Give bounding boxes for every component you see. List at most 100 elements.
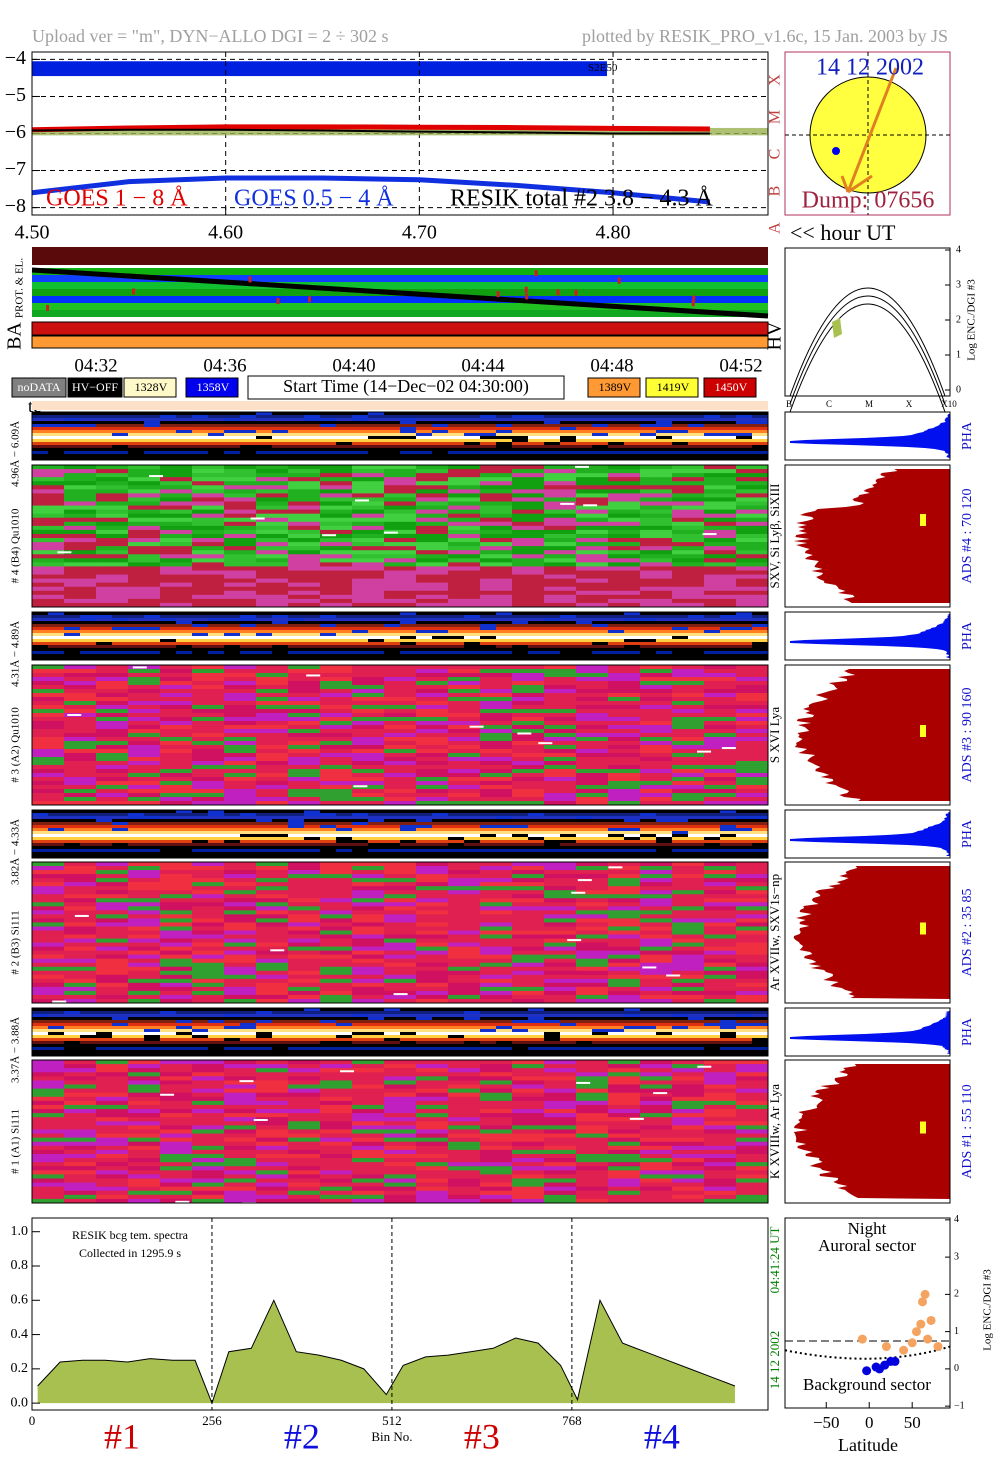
spectrum-cell — [96, 489, 129, 494]
spectrum-cell — [352, 570, 385, 576]
spectrum-cell — [256, 633, 273, 637]
spectrum-cell — [608, 501, 641, 507]
spectrum-spot — [574, 465, 589, 468]
spectrum-cell — [368, 633, 385, 637]
spectrum-cell — [160, 757, 193, 762]
spectrum-cell — [672, 801, 705, 806]
spectrum-cell — [304, 451, 321, 455]
spectrum-cell — [64, 837, 81, 841]
spectrum-cell — [480, 986, 513, 992]
frame — [784, 411, 951, 461]
spectrum-cell — [576, 962, 609, 968]
spectrum-cell — [512, 717, 545, 722]
spectrum-cell — [32, 439, 49, 443]
spectrum-cell — [64, 831, 81, 835]
spectrum-cell — [544, 582, 577, 588]
spectrum-cell — [176, 630, 193, 634]
spectrum-cell — [384, 922, 417, 927]
spectrum-cell — [208, 657, 225, 661]
spectrum-cell — [368, 645, 385, 649]
spectrum-cell — [176, 421, 193, 425]
spectrum-cell — [560, 654, 577, 658]
spectrum-cell — [256, 862, 289, 867]
spectrum-cell — [448, 816, 465, 820]
spectrum-cell — [448, 822, 465, 826]
spectrum-cell — [512, 550, 545, 555]
spectrum-cell — [192, 958, 225, 964]
spectrum-cell — [240, 621, 257, 625]
spectrum-cell — [224, 673, 257, 678]
spectrum-cell — [160, 457, 177, 461]
spectrum-cell — [64, 697, 97, 702]
spectrum-cell — [432, 451, 449, 455]
spectrum-cell — [384, 721, 417, 726]
spectrum-cell — [336, 630, 353, 634]
spectrum-cell — [736, 729, 769, 734]
spectrum-cell — [48, 852, 65, 856]
spectrum-cell — [448, 697, 481, 702]
spectrum-cell — [160, 645, 177, 649]
spectrum-cell — [384, 741, 417, 746]
spectrum-cell — [64, 442, 81, 446]
spectrum-cell — [80, 412, 97, 416]
spectrum-cell — [288, 874, 321, 879]
spectrum-cell — [624, 612, 641, 616]
spectrum-cell — [192, 713, 225, 718]
spectrum-cell — [416, 497, 449, 503]
spectrum-cell — [480, 970, 513, 976]
spectrum-cell — [704, 521, 737, 527]
spectrum-cell — [672, 789, 705, 794]
spectrum-cell — [544, 737, 577, 742]
spectrum-cell — [528, 840, 545, 844]
spectrum-cell — [672, 529, 705, 535]
spectrum-cell — [192, 636, 209, 640]
spectrum-cell — [688, 412, 705, 416]
spectrum-cell — [48, 810, 65, 814]
spectrum-cell — [160, 1014, 177, 1018]
spectrum-cell — [320, 761, 353, 766]
spectrum-cell — [384, 693, 417, 698]
spectrum-cell — [320, 529, 353, 535]
spectrum-cell — [256, 497, 289, 503]
spectrum-cell — [672, 846, 689, 850]
spectrum-cell — [384, 781, 417, 786]
spectrum-cell — [624, 415, 641, 419]
spectrum-cell — [208, 843, 225, 847]
spectrum-cell — [480, 849, 497, 853]
y-tick-label: 0 — [956, 384, 961, 395]
spectrum-cell — [288, 436, 305, 440]
frame — [31, 464, 769, 608]
spectrum-cell — [224, 636, 241, 640]
spectrum-cell — [96, 445, 113, 449]
spectrum-cell — [448, 717, 481, 722]
spectrum-cell — [480, 602, 513, 608]
spectrum-cell — [384, 665, 417, 670]
spectrum-cell — [672, 457, 689, 461]
spectrum-cell — [576, 433, 593, 437]
spectrum-cell — [448, 689, 481, 694]
spectrum-cell — [448, 870, 481, 875]
spectrum-cell — [640, 898, 673, 903]
spectrum-cell — [480, 430, 497, 434]
spectrum-cell — [160, 717, 193, 722]
spectrum-cell — [752, 636, 769, 640]
spectrum-cell — [432, 412, 449, 416]
spectrum-cell — [736, 697, 769, 702]
spectrum-cell — [672, 910, 705, 915]
spectrum-cell — [320, 451, 337, 455]
spectrum-cell — [192, 837, 209, 841]
spectrum-cell — [320, 709, 353, 714]
spectrum-cell — [576, 538, 609, 543]
spectrum-cell — [176, 648, 193, 652]
spectrum-cell — [512, 648, 529, 652]
spectrum-cell — [416, 415, 433, 419]
spectrum-cell — [384, 582, 417, 588]
spectrum-cell — [512, 689, 545, 694]
spectrum-cell — [384, 566, 417, 571]
spectrum-cell — [352, 412, 369, 416]
spectrum-cell — [96, 665, 129, 670]
spectrum-cell — [320, 910, 353, 915]
spectrum-cell — [704, 570, 737, 576]
spectrum-cell — [656, 454, 673, 458]
